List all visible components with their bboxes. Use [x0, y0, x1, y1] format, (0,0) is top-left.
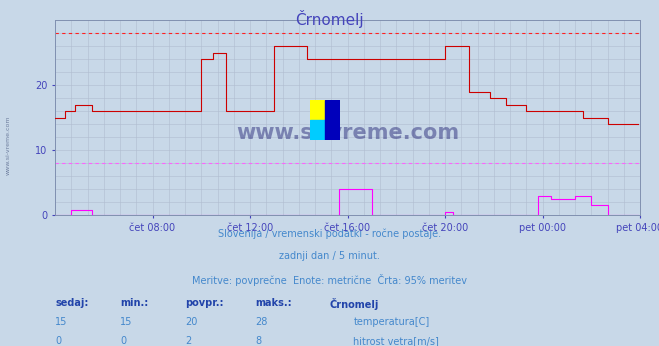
- Text: 0: 0: [120, 336, 126, 346]
- Text: Črnomelj: Črnomelj: [330, 298, 380, 310]
- Text: povpr.:: povpr.:: [185, 298, 223, 308]
- Text: 15: 15: [120, 317, 132, 327]
- Text: Črnomelj: Črnomelj: [295, 10, 364, 28]
- Text: 8: 8: [255, 336, 261, 346]
- Text: Meritve: povprečne  Enote: metrične  Črta: 95% meritev: Meritve: povprečne Enote: metrične Črta:…: [192, 274, 467, 286]
- Text: maks.:: maks.:: [255, 298, 292, 308]
- Text: sedaj:: sedaj:: [55, 298, 88, 308]
- Text: hitrost vetra[m/s]: hitrost vetra[m/s]: [353, 336, 439, 346]
- Text: 20: 20: [185, 317, 198, 327]
- Text: min.:: min.:: [120, 298, 148, 308]
- Text: 28: 28: [255, 317, 268, 327]
- Text: 2: 2: [185, 336, 191, 346]
- Bar: [325, 100, 340, 140]
- Text: Slovenija / vremenski podatki - ročne postaje.: Slovenija / vremenski podatki - ročne po…: [218, 229, 441, 239]
- Text: www.si-vreme.com: www.si-vreme.com: [5, 116, 11, 175]
- Bar: [310, 100, 325, 120]
- Text: 0: 0: [55, 336, 61, 346]
- Bar: [310, 120, 325, 140]
- Text: 15: 15: [55, 317, 67, 327]
- Text: www.si-vreme.com: www.si-vreme.com: [236, 123, 459, 143]
- Text: temperatura[C]: temperatura[C]: [353, 317, 430, 327]
- Text: zadnji dan / 5 minut.: zadnji dan / 5 minut.: [279, 251, 380, 261]
